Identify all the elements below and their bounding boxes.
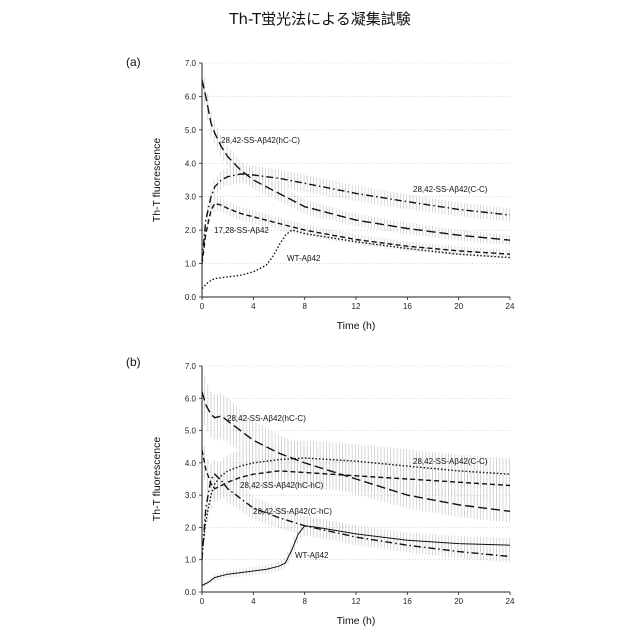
y-tick-label: 0.0	[185, 588, 197, 597]
chart-canvas: (a) 0.0 1.0 2.0 3.0 4.0 5.0 6.0 7.0 0 4 8 12 16 20 24 Ti…	[0, 0, 640, 640]
series-annotation-2: 28,42-SS-Aβ42(C-C)	[413, 185, 488, 194]
y-axis-label: Th-T fluorescence	[151, 138, 163, 223]
x-tick-label: 4	[251, 597, 256, 606]
x-tick-label: 24	[506, 597, 515, 606]
y-tick-label: 2.0	[185, 226, 197, 235]
series-annotation-5: WT-Aβ42	[295, 551, 329, 560]
y-tick-label: 7.0	[185, 59, 197, 68]
x-tick-label: 16	[403, 597, 412, 606]
series-annotation-4: 28,42-SS-Aβ42(C-hC)	[253, 507, 332, 516]
error-bars-series-1	[205, 376, 510, 523]
y-tick-label: 0.0	[185, 293, 197, 302]
x-tick-label: 12	[352, 302, 361, 311]
x-tick-label: 20	[454, 302, 463, 311]
y-tick-label: 3.0	[185, 193, 197, 202]
series-annotation-3: 28,42-SS-Aβ42(hC-hC)	[240, 481, 324, 490]
panel-label: (a)	[126, 55, 141, 69]
x-tick-label: 0	[200, 302, 205, 311]
figure: Th-T蛍光法による凝集試験 (a)0.01.02.03.04.05.06.07…	[0, 0, 640, 640]
y-tick-label: 4.0	[185, 459, 197, 468]
y-tick-label: 7.0	[185, 362, 197, 371]
x-axis-label: Time (h)	[337, 320, 376, 332]
panel-label: (b)	[126, 355, 141, 369]
y-tick-label: 2.0	[185, 523, 197, 532]
error-bars-series-2	[205, 440, 510, 540]
x-tick-label: 24	[506, 302, 515, 311]
series-annotation-1: 28,42-SS-Aβ42(hC-C)	[221, 136, 300, 145]
x-tick-label: 8	[302, 302, 307, 311]
series-annotation-3: 17,28-SS-Aβ42	[214, 226, 269, 235]
x-tick-label: 0	[200, 597, 205, 606]
series-line-5	[202, 526, 510, 586]
series-annotation-4: WT-Aβ42	[287, 254, 321, 263]
series-annotation-2: 28,42-SS-Aβ42(C-C)	[413, 457, 488, 466]
y-tick-label: 1.0	[185, 260, 197, 269]
x-axis-label: Time (h)	[337, 615, 376, 627]
y-tick-label: 1.0	[185, 556, 197, 565]
chart-panel-b: (b) 0.0 1.0 2.0 3.0 4.0 5.0 6.0 7.0 0 4 8 12 16 20 24 Ti…	[126, 355, 515, 627]
y-tick-label: 4.0	[185, 159, 197, 168]
x-tick-label: 12	[352, 597, 361, 606]
error-bars-series-3	[205, 446, 510, 502]
y-tick-label: 3.0	[185, 491, 197, 500]
y-tick-label: 5.0	[185, 126, 197, 135]
series-line-1	[202, 392, 510, 512]
series-annotation-1: 28,42-SS-Aβ42(hC-C)	[227, 414, 306, 423]
x-tick-label: 16	[403, 302, 412, 311]
x-tick-label: 8	[302, 597, 307, 606]
y-axis-label: Th-T fluorescence	[151, 437, 163, 522]
x-tick-label: 4	[251, 302, 256, 311]
y-tick-label: 5.0	[185, 427, 197, 436]
chart-panel-a: (a) 0.0 1.0 2.0 3.0 4.0 5.0 6.0 7.0 0 4 8 12 16 20 24 Ti…	[126, 55, 515, 332]
y-tick-label: 6.0	[185, 92, 197, 101]
y-tick-label: 6.0	[185, 394, 197, 403]
series-line-2	[202, 458, 510, 553]
error-bars-series-4	[205, 459, 510, 562]
x-tick-label: 20	[454, 597, 463, 606]
